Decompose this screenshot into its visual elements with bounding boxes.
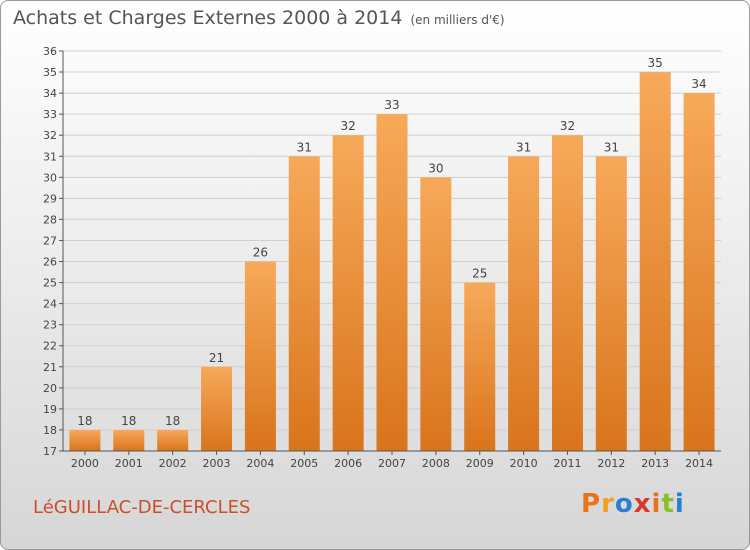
x-tick-label: 2001 (115, 457, 143, 470)
bar (332, 135, 364, 452)
bar (508, 156, 540, 451)
data-label: 21 (209, 351, 224, 365)
y-tick-label: 30 (43, 171, 57, 184)
data-label: 32 (340, 119, 355, 133)
y-tick-label: 35 (43, 66, 57, 79)
y-tick-label: 28 (43, 213, 57, 226)
x-tick-label: 2006 (334, 457, 362, 470)
logo-letter: t (661, 489, 675, 519)
y-tick-label: 33 (43, 108, 57, 121)
y-tick-label: 20 (43, 382, 57, 395)
bar (376, 114, 408, 451)
x-tick-label: 2012 (597, 457, 625, 470)
y-tick-label: 18 (43, 424, 57, 437)
x-tick-label: 2008 (422, 457, 450, 470)
chart-subtitle: (en milliers d'€) (410, 13, 505, 27)
x-tick-label: 2002 (159, 457, 187, 470)
y-tick-label: 26 (43, 256, 57, 269)
y-tick-label: 19 (43, 403, 57, 416)
commune-name: LéGUILLAC-DE-CERCLES (33, 497, 251, 518)
x-tick-label: 2010 (510, 457, 538, 470)
y-tick-label: 25 (43, 277, 57, 290)
bar (639, 72, 671, 451)
data-label: 18 (77, 414, 92, 428)
bar (551, 135, 583, 452)
x-tick-label: 2005 (290, 457, 318, 470)
y-tick-label: 27 (43, 234, 57, 247)
data-label: 35 (648, 56, 663, 70)
x-tick-label: 2003 (203, 457, 231, 470)
axis-layer: 17 18 19 20 21 22 23 24 25 26 27 28 29 30 31 32 33 34 35 36… (43, 45, 721, 470)
logo-letter: x (633, 489, 652, 519)
data-label: 33 (384, 98, 399, 112)
bar (244, 261, 276, 451)
y-tick-label: 31 (43, 150, 57, 163)
y-tick-label: 36 (43, 45, 57, 58)
proxiti-logo: Proxiti (581, 489, 685, 519)
bar-layer (69, 72, 715, 452)
bar (464, 282, 496, 451)
bar (113, 429, 145, 451)
x-tick-label: 2007 (378, 457, 406, 470)
data-label: 18 (121, 414, 136, 428)
x-tick-label: 2013 (641, 457, 669, 470)
y-tick-label: 22 (43, 340, 57, 353)
y-tick-label: 17 (43, 445, 57, 458)
data-label: 32 (560, 119, 575, 133)
bar (157, 429, 189, 451)
data-label: 34 (691, 77, 706, 91)
y-tick-label: 29 (43, 192, 57, 205)
x-tick-label: 2000 (71, 457, 99, 470)
x-tick-label: 2011 (553, 457, 581, 470)
chart-title: Achats et Charges Externes 2000 à 2014 (13, 7, 403, 29)
x-tick-label: 2009 (466, 457, 494, 470)
x-tick-label: 2014 (685, 457, 713, 470)
y-tick-label: 34 (43, 87, 57, 100)
chart-title-block: Achats et Charges Externes 2000 à 2014 (e… (13, 7, 505, 29)
logo-letter: i (651, 489, 662, 519)
logo-letter: r (601, 489, 615, 519)
data-label: 30 (428, 161, 443, 175)
data-label: 31 (604, 140, 619, 154)
y-tick-label: 32 (43, 129, 57, 142)
data-label: 31 (516, 140, 531, 154)
data-label: 31 (297, 140, 312, 154)
data-label: 18 (165, 414, 180, 428)
bar (683, 93, 715, 452)
bar (595, 156, 627, 451)
bar (69, 429, 101, 451)
bar (288, 156, 320, 451)
bar (201, 366, 233, 451)
y-tick-label: 24 (43, 298, 57, 311)
logo-letter: P (581, 489, 602, 519)
y-tick-label: 23 (43, 319, 57, 332)
data-label-layer: 18 18 18 21 26 31 32 33 30 25 31 32 31 35 34 (77, 56, 706, 428)
y-tick-label: 21 (43, 361, 57, 374)
data-label: 26 (253, 246, 268, 260)
logo-letter: i (674, 489, 685, 519)
logo-letter: o (614, 489, 634, 519)
x-tick-label: 2004 (246, 457, 274, 470)
bar (420, 177, 452, 451)
data-label: 25 (472, 267, 487, 281)
